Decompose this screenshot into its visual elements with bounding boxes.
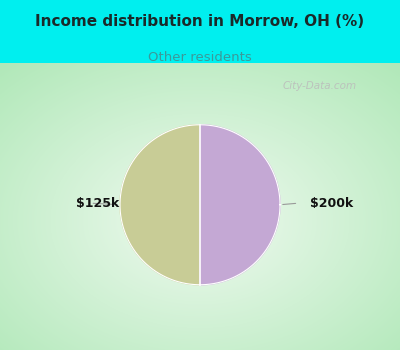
Text: Other residents: Other residents — [148, 51, 252, 64]
Polygon shape — [120, 125, 200, 285]
Text: City-Data.com: City-Data.com — [283, 81, 357, 91]
Text: $200k: $200k — [310, 197, 354, 210]
Text: $125k: $125k — [76, 197, 119, 210]
Polygon shape — [200, 125, 280, 285]
Text: Income distribution in Morrow, OH (%): Income distribution in Morrow, OH (%) — [36, 14, 364, 28]
